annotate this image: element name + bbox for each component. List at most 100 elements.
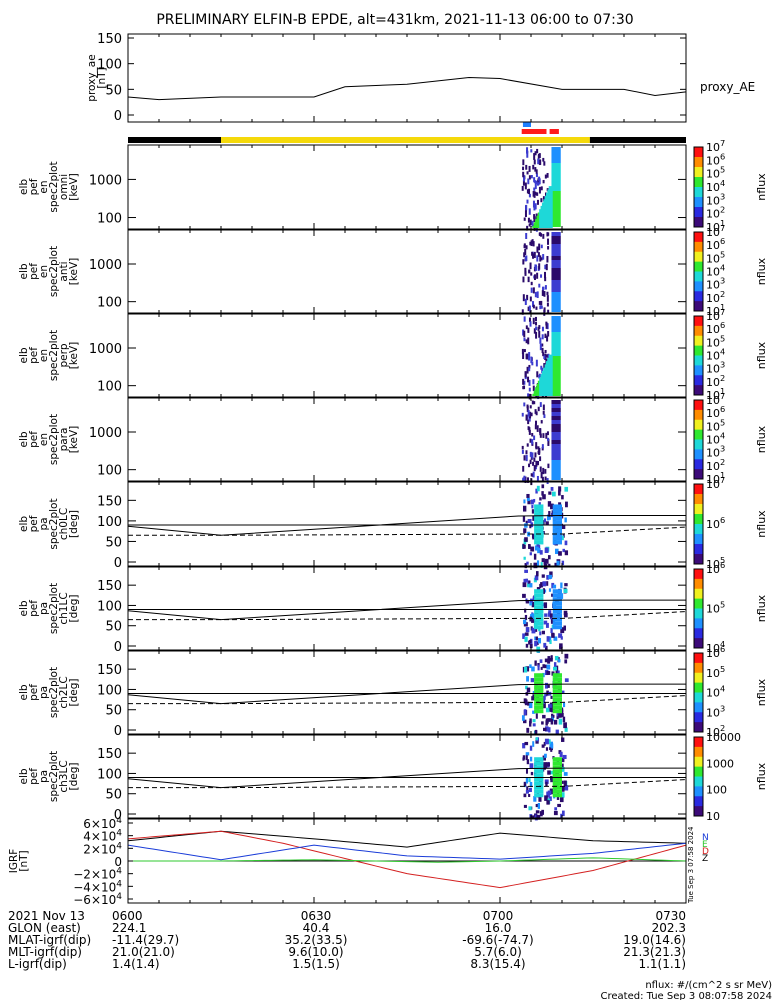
spectrogram-pixel <box>552 516 562 521</box>
spectrogram-pixel <box>536 425 539 432</box>
y-axis-label: perp <box>58 343 70 367</box>
spectrogram-pixel <box>522 329 525 336</box>
spectrogram-pixel <box>531 613 535 620</box>
spectrogram-pixel <box>563 702 566 708</box>
spectrogram-pixel <box>552 757 562 762</box>
spectrogram-pixel <box>534 660 537 666</box>
y-tick-label: 0 <box>114 109 122 124</box>
spectrogram-pixel <box>522 582 527 588</box>
spectrogram-pixel <box>523 244 526 249</box>
spectrogram-pixel <box>534 508 544 513</box>
spectrogram-pixel <box>534 291 537 298</box>
spectrogram-pixel <box>535 488 538 494</box>
spectrogram-pixel <box>521 449 524 454</box>
spectrogram-pixel <box>551 380 561 384</box>
colorbar-tick-label: 10 <box>706 810 720 823</box>
spectrogram-pixel <box>523 781 527 787</box>
colorbar-label-text: nflux <box>755 173 768 201</box>
spectrogram-pixel <box>551 292 561 296</box>
spectrogram-pixel <box>532 471 535 478</box>
colorbar-tick-label: 10000 <box>706 731 741 744</box>
colorbar-tick-label: 1000 <box>706 757 734 770</box>
spectrogram-pixel <box>551 412 561 416</box>
spectrogram-pixel <box>535 180 538 185</box>
colorbar-segment <box>694 449 703 460</box>
spectrogram-pixel <box>551 416 561 420</box>
y-axis-label: pa <box>38 602 50 615</box>
spectrogram-pixel <box>524 569 528 573</box>
spectrogram-pixel <box>526 189 529 194</box>
spectrogram-pixel <box>525 414 528 421</box>
spectrogram-pixel <box>551 368 561 372</box>
spectrogram-pixel <box>522 179 525 186</box>
colorbar-tick-label: 107 <box>706 391 725 407</box>
spectrogram-pixel <box>545 263 548 271</box>
spectrogram-pixel <box>552 524 562 529</box>
spectrogram-pixel <box>540 562 543 568</box>
y-axis-label: [keV] <box>68 342 80 370</box>
spectrogram-pixel <box>564 678 569 683</box>
colorbar-segment <box>694 261 703 272</box>
orbit-row-value: 16.0 <box>485 921 512 935</box>
spectrogram-pixel <box>522 743 526 749</box>
colorbar-segment <box>694 271 703 282</box>
colorbar-segment <box>694 355 703 366</box>
colorbar-segment <box>694 197 703 208</box>
colorbar-frame <box>693 315 704 396</box>
spectrogram-pixel <box>541 444 544 449</box>
spectrogram-pixel <box>551 199 561 203</box>
orbit-row-label: L-igrf(dip) <box>8 957 67 971</box>
spectrogram-pixel <box>552 593 562 598</box>
colorbar-segment <box>694 712 703 723</box>
orbit-row-value: 21.0(21.0) <box>112 945 175 959</box>
spectrogram-pixel <box>551 440 561 444</box>
spectrogram-pixel <box>523 578 527 583</box>
spectrogram-pixel <box>534 452 537 458</box>
spectrogram-pixel <box>551 248 561 252</box>
spectrogram-pixel <box>528 793 531 797</box>
colorbar-frame <box>693 399 704 480</box>
spectrogram-pixel <box>546 302 549 307</box>
spectrogram-pixel <box>522 516 526 522</box>
proxy-ae-ylabel: proxy_ae[nT] <box>86 54 108 101</box>
spectrogram-pixel <box>564 540 568 546</box>
spectrogram-pixel <box>551 151 561 155</box>
spectrogram-pixel <box>531 400 534 405</box>
spectrogram-pixel <box>530 473 533 477</box>
spectrogram-pixel <box>551 175 561 179</box>
spectrogram-pixel <box>537 179 540 186</box>
spectrogram-pixel <box>559 751 563 757</box>
spectrogram-pixel <box>534 520 544 525</box>
spectrogram-pixel <box>551 240 561 244</box>
spectrogram-pixel <box>551 328 561 332</box>
spectrogram-pixel <box>532 385 535 392</box>
spectrogram-pixel <box>547 246 550 250</box>
spectrogram-pixel <box>541 334 544 340</box>
colorbar-frame <box>693 483 704 565</box>
spectrogram-pixel <box>529 321 532 327</box>
spectrogram-pixel <box>530 272 533 276</box>
spectrogram-pixel <box>530 149 533 153</box>
spectrogram-pixel <box>537 154 540 159</box>
y-axis-label: pef <box>28 600 40 617</box>
spectrogram-pixel <box>538 186 541 194</box>
y-axis-label: anti <box>58 261 70 281</box>
y-axis-label: pa <box>38 686 50 699</box>
spectrogram-pixel <box>534 597 544 602</box>
spectrogram-pixel <box>528 463 531 468</box>
spectrogram-pixel <box>534 793 544 798</box>
spectrogram-pixel <box>522 159 525 166</box>
spectrogram-pixel <box>548 491 552 495</box>
spectrogram-pixel <box>552 785 562 790</box>
colorbar-label: nflux <box>755 425 768 453</box>
spectrogram-pixel <box>534 167 537 172</box>
spectrogram-pixel <box>526 687 531 693</box>
spectrogram-pixel <box>524 537 528 542</box>
colorbar-tick-label: 105 <box>706 664 725 680</box>
spectrogram-pixel <box>537 664 540 671</box>
colorbar-tick-label: 106 <box>706 236 725 252</box>
spectrogram-pixel <box>552 709 562 714</box>
spectrogram-pixel <box>529 781 533 788</box>
